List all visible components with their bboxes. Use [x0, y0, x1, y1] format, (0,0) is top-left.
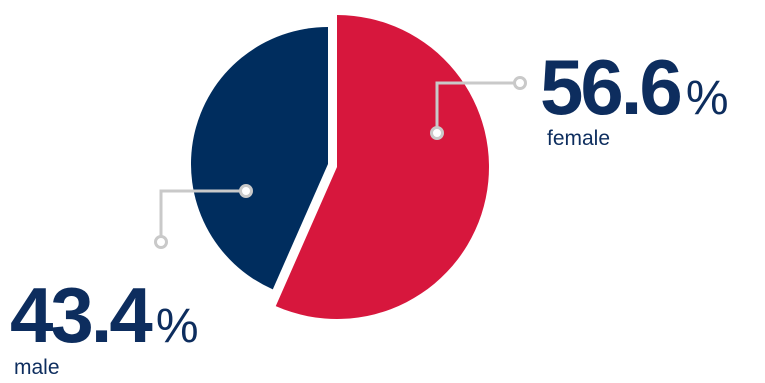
pie-slice-male: [190, 26, 328, 290]
data-label-male: 43.4%: [10, 276, 199, 354]
data-label-male-unit: %: [155, 300, 199, 353]
leader-dot-female-inner: [430, 126, 444, 140]
data-label-female-unit: %: [685, 72, 729, 125]
category-label-female: female: [547, 127, 611, 150]
leader-dot-female-outer: [513, 76, 527, 90]
category-label-male: male: [14, 356, 60, 379]
leader-dot-male-inner: [239, 184, 253, 198]
leader-line-female: [435, 81, 518, 133]
data-label-male-value: 43.4: [10, 271, 153, 359]
leader-line-male: [159, 189, 246, 240]
data-label-female-value: 56.6: [540, 43, 683, 131]
leader-dot-male-outer: [154, 235, 168, 249]
data-label-female: 56.6%: [540, 48, 729, 126]
